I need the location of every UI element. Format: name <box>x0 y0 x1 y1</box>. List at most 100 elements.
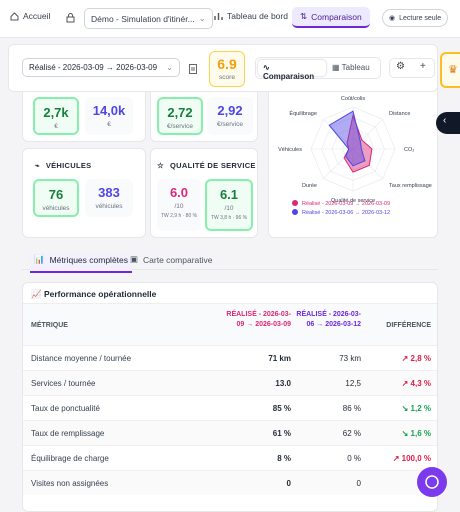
home-link[interactable]: Accueil <box>10 11 50 21</box>
column-header: RÉALISÉ - 2026-03-06 → 2026-03-12 <box>296 311 361 328</box>
radar-axis-label: CO₂ <box>404 147 414 153</box>
dashboard-label: Tableau de bord <box>227 11 288 21</box>
radar-axis-label: Coût/colis <box>341 96 365 102</box>
panel-title: 📈 Performance opérationnelle <box>31 289 157 299</box>
metric-detail: TW 3,8 h · 96 % <box>210 215 248 221</box>
dashboard-icon <box>214 12 223 20</box>
metric-name: Équilibrage de charge <box>31 454 109 463</box>
trophy-button[interactable]: ♛ <box>440 52 460 88</box>
view-table-label: Tableau <box>341 63 370 72</box>
metric-unit: véhicules <box>95 203 123 210</box>
difference: ↘ 1,2 % <box>401 404 431 413</box>
view-compare[interactable]: ∿ Comparaison <box>258 60 326 81</box>
metric-name: Distance moyenne / tournée <box>31 354 132 363</box>
metric-unit: € <box>107 121 111 128</box>
add-button[interactable]: + <box>420 61 426 72</box>
radar-axis-label: Équilibrage <box>289 110 317 117</box>
metric-value: 2,7k <box>43 105 69 120</box>
chat-icon <box>425 475 439 489</box>
legend-label: Réalisé - 2026-03-06 → 2026-03-12 <box>302 210 390 216</box>
project-label: Démo - Simulation d'itinér... <box>91 13 195 24</box>
tab-label: Métriques complètes <box>49 254 129 265</box>
radar-series <box>328 110 366 167</box>
card-title: ⌁ VÉHICULES <box>35 161 92 170</box>
metric-value: 383 <box>98 185 120 200</box>
radar-axis-label: Durée <box>302 183 317 189</box>
home-icon <box>10 11 19 20</box>
metric-name: Visites non assignées <box>31 479 109 488</box>
value-a: 0 <box>286 479 291 488</box>
metric-unit: /10 <box>174 203 184 210</box>
metric-box: 6.1/10 TW 3,8 h · 96 % <box>205 179 253 231</box>
metric-unit: €/service <box>166 123 193 130</box>
legend-marker <box>292 209 298 215</box>
metric-box: 2,92 €/service <box>207 97 253 135</box>
period-label: Réalisé - 2026-03-09 → 2026-03-09 <box>29 63 158 72</box>
metric-box: 2,7k € <box>33 97 79 135</box>
value-b: 0 % <box>347 454 361 463</box>
difference: ↘ 1,6 % <box>401 429 431 438</box>
view-table[interactable]: ▦ Tableau <box>332 63 370 72</box>
metric-name: Services / tournée <box>31 379 96 388</box>
metric-value: 6.1 <box>219 187 239 202</box>
metric-unit: /10 <box>224 205 234 212</box>
tabs <box>22 246 438 270</box>
readonly-label: Lecture seule <box>399 14 442 22</box>
dashboard-link[interactable]: Tableau de bord <box>214 11 288 21</box>
radar-chart: Coût/colis Distance CO₂ Taux remplissage Qua… <box>278 96 432 216</box>
value-a: 8 % <box>277 454 291 463</box>
card-title: ☆ QUALITÉ DE SERVICE <box>157 161 256 170</box>
project-select[interactable]: Démo - Simulation d'itinér... ⌄ <box>84 8 213 29</box>
chat-button[interactable] <box>417 467 447 497</box>
value-b: 86 % <box>342 404 361 413</box>
radar-axis-label: Qualité de service <box>331 198 375 204</box>
radar-axis <box>352 119 383 150</box>
score-box: 6.9 score <box>209 51 245 87</box>
card-title-text: QUALITÉ DE SERVICE <box>170 161 256 170</box>
metric-box: 14,0k € <box>85 97 133 135</box>
column-header: DIFFÉRENCE <box>386 322 431 329</box>
metric-box: 76 véhicules <box>33 179 79 217</box>
doc-icon[interactable] <box>189 64 197 74</box>
value-a: 13.0 <box>275 379 291 388</box>
difference: ↗ 100,0 % <box>392 454 431 463</box>
view-toggle: ∿ Comparaison ▦ Tableau <box>255 57 381 81</box>
value-a: 71 km <box>268 354 291 363</box>
side-toggle[interactable]: ‹ <box>436 112 460 134</box>
tab-map[interactable]: ▣ Carte comparative <box>130 254 213 265</box>
lock-icon <box>66 13 75 23</box>
metric-value: 2,92 <box>217 103 243 118</box>
settings-button[interactable]: ⚙ <box>396 61 405 72</box>
metric-name: Taux de ponctualité <box>31 404 100 413</box>
home-label: Accueil <box>23 11 51 21</box>
value-a: 85 % <box>272 404 291 413</box>
metric-box: 6.0/10 TW 2,9 h · 80 % <box>157 179 201 231</box>
value-b: 62 % <box>342 429 361 438</box>
table-row: Taux de ponctualité 85 % 86 % ↘ 1,2 % <box>23 395 437 420</box>
radar-axis <box>352 148 383 179</box>
actions: ⚙ + <box>389 58 435 78</box>
compare-link[interactable]: ⇅ Comparaison <box>292 7 370 28</box>
table-row: Taux de remplissage 61 % 62 % ↘ 1,6 % <box>23 420 437 445</box>
metric-value: 14,0k <box>92 103 126 118</box>
metric-unit: véhicules <box>42 205 70 212</box>
radar-axis <box>323 148 354 179</box>
score-value: 6.9 <box>217 56 237 72</box>
radar-axis-label: Distance <box>389 111 410 117</box>
column-header: MÉTRIQUE <box>31 322 68 329</box>
radar-series <box>343 113 373 173</box>
vehicles-card: ⌁ VÉHICULES 76 véhicules 383 véhicules <box>22 148 146 238</box>
score-label: score <box>219 74 235 81</box>
period-select[interactable]: Réalisé - 2026-03-09 → 2026-03-09 ⌄ <box>22 58 180 77</box>
table-row: Visites non assignées 0 0 <box>23 470 437 495</box>
top-nav: Accueil Démo - Simulation d'itinér... ⌄ T… <box>0 0 460 38</box>
value-b: 0 <box>356 479 361 488</box>
table-row: Services / tournée 13.0 12,5 ↗ 4,3 % <box>23 370 437 395</box>
metric-box: 2,72 €/service <box>157 97 203 135</box>
compare-label: Comparaison <box>311 11 362 22</box>
tab-metrics[interactable]: 📊 Métriques complètes <box>30 254 133 273</box>
unit-cost-card: 2,72 €/service 2,92 €/service <box>150 70 258 142</box>
value-b: 73 km <box>339 354 361 363</box>
table-header: MÉTRIQUE RÉALISÉ - 2026-03-09 → 2026-03-… <box>23 303 437 345</box>
